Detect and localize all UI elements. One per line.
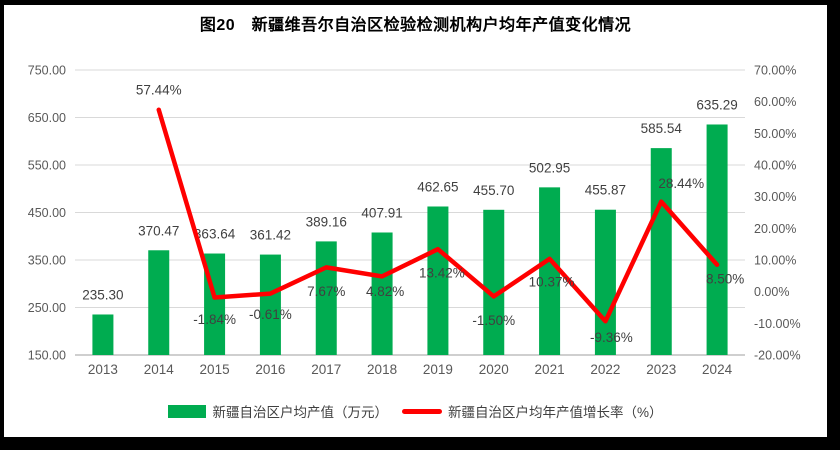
- line-value-label: 28.44%: [658, 176, 704, 191]
- right-axis-tick: 40.00%: [754, 159, 796, 173]
- right-axis-tick: 50.00%: [754, 127, 796, 141]
- bar-value-label: 455.87: [585, 183, 626, 198]
- left-axis-tick: 350.00: [28, 254, 66, 268]
- chart-title: 图20 新疆维吾尔自治区检验检测机构户均年产值变化情况: [199, 17, 632, 34]
- bar-value-label: 462.65: [417, 179, 458, 194]
- x-axis-label: 2020: [479, 362, 509, 377]
- x-axis-label: 2024: [702, 362, 733, 377]
- bar-value-label: 635.29: [696, 97, 737, 112]
- left-axis-tick: 450.00: [28, 206, 66, 220]
- x-axis-label: 2022: [590, 362, 620, 377]
- right-axis-tick: 60.00%: [754, 95, 796, 109]
- x-axis-label: 2017: [311, 362, 341, 377]
- bar-value-label: 585.54: [641, 121, 683, 136]
- bar-swatch: [168, 404, 207, 418]
- bar-2013: [92, 314, 114, 355]
- bar-2020: [483, 209, 505, 355]
- bar-2021: [539, 187, 561, 355]
- right-axis-tick: -10.00%: [754, 317, 801, 331]
- x-axis-label: 2014: [144, 362, 175, 377]
- bar-value-label: 407.91: [361, 205, 402, 220]
- legend-item-line-series: 新疆自治区户均年产值增长率（%）: [401, 401, 663, 421]
- line-value-label: -1.84%: [193, 312, 236, 327]
- line-value-label: -0.61%: [249, 307, 292, 322]
- right-axis-tick: 30.00%: [754, 190, 796, 204]
- bar-2014: [148, 250, 170, 355]
- right-axis-tick: -20.00%: [754, 349, 801, 363]
- right-axis-tick: 10.00%: [754, 254, 796, 268]
- x-axis-label: 2023: [646, 362, 676, 377]
- left-axis-tick: 550.00: [28, 159, 66, 173]
- bar-value-label: 361.42: [250, 228, 291, 243]
- line-swatch: [401, 408, 442, 414]
- left-axis-tick: 250.00: [28, 301, 66, 315]
- line-value-label: 4.82%: [366, 284, 404, 299]
- left-axis-tick: 650.00: [28, 111, 66, 125]
- line-value-label: 7.67%: [307, 284, 345, 299]
- legend-label-bar-series: 新疆自治区户均产值（万元）: [212, 405, 388, 420]
- x-axis-label: 2021: [535, 362, 565, 377]
- bar-2023: [650, 148, 672, 355]
- x-axis-label: 2016: [255, 362, 285, 377]
- line-value-label: 57.44%: [136, 82, 182, 97]
- bar-value-label: 235.30: [82, 287, 123, 302]
- bar-2024: [706, 124, 728, 356]
- line-value-label: 13.42%: [419, 266, 465, 281]
- growth-rate-line: [156, 107, 720, 324]
- bar-2019: [427, 206, 449, 355]
- line-value-label: 8.50%: [706, 271, 744, 286]
- x-axis-label: 2015: [200, 362, 230, 377]
- legend: 新疆自治区户均产值（万元） 新疆自治区户均年产值增长率（%）: [4, 401, 827, 421]
- bar-2016: [259, 254, 281, 355]
- bar-2018: [371, 232, 393, 355]
- line-value-label: 10.37%: [529, 274, 575, 289]
- left-axis-tick: 150.00: [28, 349, 66, 363]
- line-value-label: -9.36%: [590, 330, 633, 345]
- x-axis-label: 2019: [423, 362, 453, 377]
- right-axis-tick: 20.00%: [754, 222, 796, 236]
- bar-value-label: 370.47: [138, 223, 179, 238]
- x-axis-label: 2013: [88, 362, 118, 377]
- right-axis-tick: 0.00%: [754, 285, 789, 299]
- chart-background: [4, 5, 827, 437]
- bar-value-label: 389.16: [306, 214, 347, 229]
- left-axis-tick: 750.00: [28, 64, 66, 78]
- bar-value-label: 455.70: [473, 183, 514, 198]
- legend-label-line-series: 新疆自治区户均年产值增长率（%）: [447, 405, 663, 420]
- x-axis-label: 2018: [367, 362, 397, 377]
- legend-item-bar-series: 新疆自治区户均产值（万元）: [168, 401, 388, 421]
- right-axis-tick: 70.00%: [754, 64, 796, 78]
- bar-value-label: 502.95: [529, 160, 570, 175]
- bar-value-label: 363.64: [194, 227, 236, 242]
- line-value-label: -1.50%: [472, 313, 515, 328]
